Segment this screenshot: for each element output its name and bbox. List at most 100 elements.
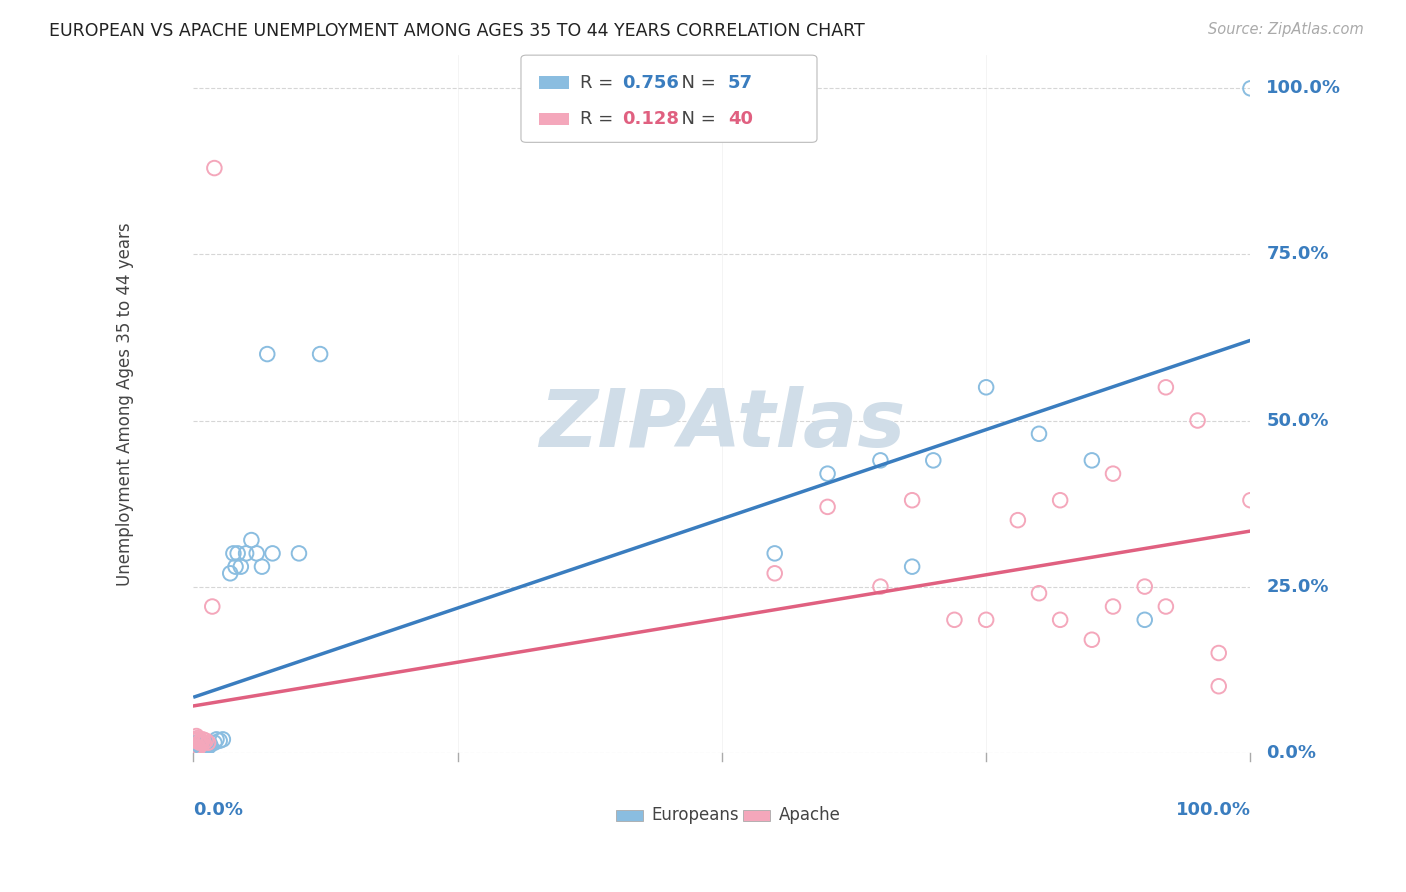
Point (229, 559, 252, 574)
Point (246, 546, 269, 560)
Point (197, 736, 219, 750)
Point (869, 580, 891, 594)
Point (198, 738, 221, 752)
Bar (616, 810, 643, 821)
Point (190, 733, 212, 747)
Point (219, 566, 242, 581)
Point (186, 740, 208, 755)
Point (186, 731, 208, 745)
Text: 25.0%: 25.0% (1267, 578, 1329, 596)
Text: Apache: Apache (779, 806, 841, 824)
Point (240, 533, 263, 547)
Point (184, 738, 207, 752)
Point (817, 467, 839, 481)
Text: N =: N = (669, 110, 721, 128)
Point (943, 613, 966, 627)
Point (1154, 599, 1177, 614)
Point (186, 741, 208, 756)
Point (1049, 613, 1071, 627)
Point (202, 161, 225, 175)
Point (235, 546, 257, 560)
Point (186, 729, 208, 743)
Point (763, 566, 786, 581)
Point (190, 737, 212, 751)
Point (817, 500, 839, 514)
Point (1081, 453, 1104, 467)
Point (1102, 467, 1125, 481)
Point (1007, 513, 1029, 527)
Point (256, 347, 278, 361)
Point (225, 559, 247, 574)
Text: Unemployment Among Ages 35 to 44 years: Unemployment Among Ages 35 to 44 years (115, 222, 134, 586)
Point (198, 739, 221, 753)
Point (187, 736, 209, 750)
Point (922, 453, 945, 467)
Point (193, 738, 215, 752)
Text: Europeans: Europeans (651, 806, 740, 824)
Point (262, 546, 284, 560)
Text: 50.0%: 50.0% (1267, 411, 1329, 430)
Point (191, 732, 214, 747)
Point (193, 736, 215, 750)
Text: 0.0%: 0.0% (193, 802, 243, 820)
Point (190, 740, 212, 755)
Point (1028, 586, 1050, 600)
Point (187, 741, 209, 756)
Text: ZIPAtlas: ZIPAtlas (538, 386, 905, 464)
Point (901, 493, 924, 508)
Point (181, 742, 204, 756)
Text: 75.0%: 75.0% (1267, 245, 1329, 263)
Point (187, 739, 209, 753)
Bar (538, 77, 569, 89)
Point (186, 736, 208, 750)
Text: 0.756: 0.756 (623, 74, 679, 92)
Point (193, 740, 215, 755)
Point (202, 736, 225, 750)
Point (309, 347, 332, 361)
Point (188, 736, 211, 750)
Point (194, 739, 217, 753)
Text: N =: N = (669, 74, 721, 92)
Text: R =: R = (579, 74, 619, 92)
Text: EUROPEAN VS APACHE UNEMPLOYMENT AMONG AGES 35 TO 44 YEARS CORRELATION CHART: EUROPEAN VS APACHE UNEMPLOYMENT AMONG AG… (49, 22, 865, 40)
Point (1102, 599, 1125, 614)
Text: R =: R = (579, 110, 619, 128)
Point (763, 546, 786, 560)
Point (1081, 632, 1104, 647)
Point (208, 733, 231, 747)
Point (869, 453, 891, 467)
Point (187, 732, 209, 747)
Bar (538, 112, 569, 125)
Point (1049, 493, 1071, 508)
Point (195, 739, 218, 753)
Point (211, 732, 233, 747)
Point (288, 546, 311, 560)
Point (186, 740, 208, 755)
Point (187, 740, 209, 755)
Point (184, 733, 207, 747)
Point (1239, 493, 1261, 508)
Point (190, 736, 212, 750)
Point (974, 380, 997, 394)
Text: 40: 40 (728, 110, 754, 128)
Point (183, 732, 205, 747)
Point (183, 739, 205, 753)
Point (222, 546, 245, 560)
Point (250, 559, 273, 574)
Point (181, 742, 204, 756)
Point (1133, 613, 1156, 627)
Text: 100.0%: 100.0% (1175, 802, 1250, 820)
Point (188, 738, 211, 752)
Point (194, 733, 217, 747)
Point (184, 742, 207, 756)
Point (188, 740, 211, 755)
Point (1028, 426, 1050, 441)
Point (1208, 646, 1230, 660)
Point (1208, 679, 1230, 693)
Point (205, 732, 228, 747)
Point (1133, 580, 1156, 594)
Point (190, 741, 212, 756)
Point (183, 740, 205, 755)
FancyBboxPatch shape (522, 55, 817, 143)
Point (191, 739, 214, 753)
